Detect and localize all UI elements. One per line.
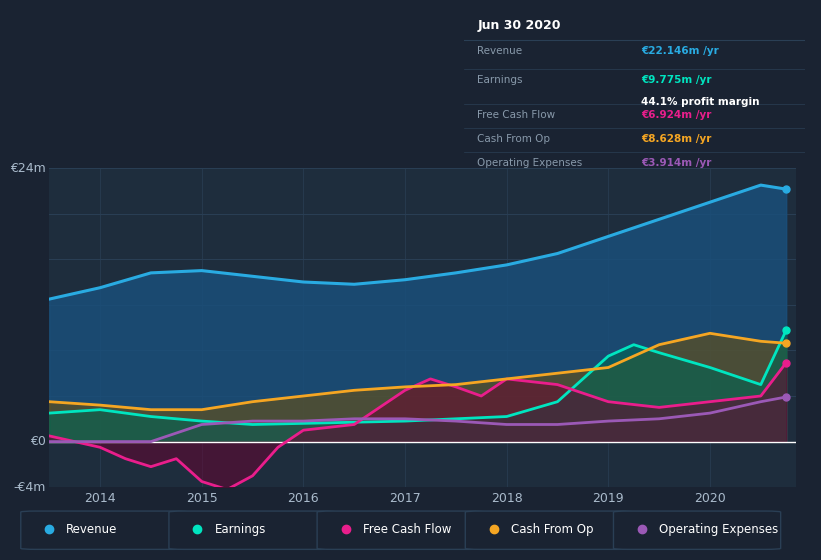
Text: Cash From Op: Cash From Op xyxy=(511,522,594,536)
Text: €0: €0 xyxy=(30,435,45,448)
Text: €9.775m /yr: €9.775m /yr xyxy=(641,75,712,85)
Text: €22.146m /yr: €22.146m /yr xyxy=(641,46,719,57)
Text: €3.914m /yr: €3.914m /yr xyxy=(641,158,712,168)
Text: Revenue: Revenue xyxy=(478,46,523,57)
Point xyxy=(780,185,793,194)
Text: Earnings: Earnings xyxy=(214,522,266,536)
FancyBboxPatch shape xyxy=(21,511,188,549)
Text: €6.924m /yr: €6.924m /yr xyxy=(641,110,712,120)
Text: Operating Expenses: Operating Expenses xyxy=(659,522,778,536)
Point xyxy=(780,393,793,402)
Text: Free Cash Flow: Free Cash Flow xyxy=(478,110,556,120)
FancyBboxPatch shape xyxy=(613,511,781,549)
Text: Earnings: Earnings xyxy=(478,75,523,85)
Point xyxy=(780,358,793,367)
Text: Operating Expenses: Operating Expenses xyxy=(478,158,583,168)
Text: Free Cash Flow: Free Cash Flow xyxy=(363,522,451,536)
Text: Jun 30 2020: Jun 30 2020 xyxy=(478,19,561,32)
Point xyxy=(780,339,793,348)
Text: €24m: €24m xyxy=(10,161,45,175)
Text: Revenue: Revenue xyxy=(67,522,117,536)
Text: Cash From Op: Cash From Op xyxy=(478,134,551,144)
Point xyxy=(780,326,793,335)
Text: 44.1% profit margin: 44.1% profit margin xyxy=(641,97,759,108)
FancyBboxPatch shape xyxy=(317,511,484,549)
FancyBboxPatch shape xyxy=(169,511,336,549)
Text: -€4m: -€4m xyxy=(13,480,45,494)
Text: €8.628m /yr: €8.628m /yr xyxy=(641,134,712,144)
FancyBboxPatch shape xyxy=(466,511,632,549)
